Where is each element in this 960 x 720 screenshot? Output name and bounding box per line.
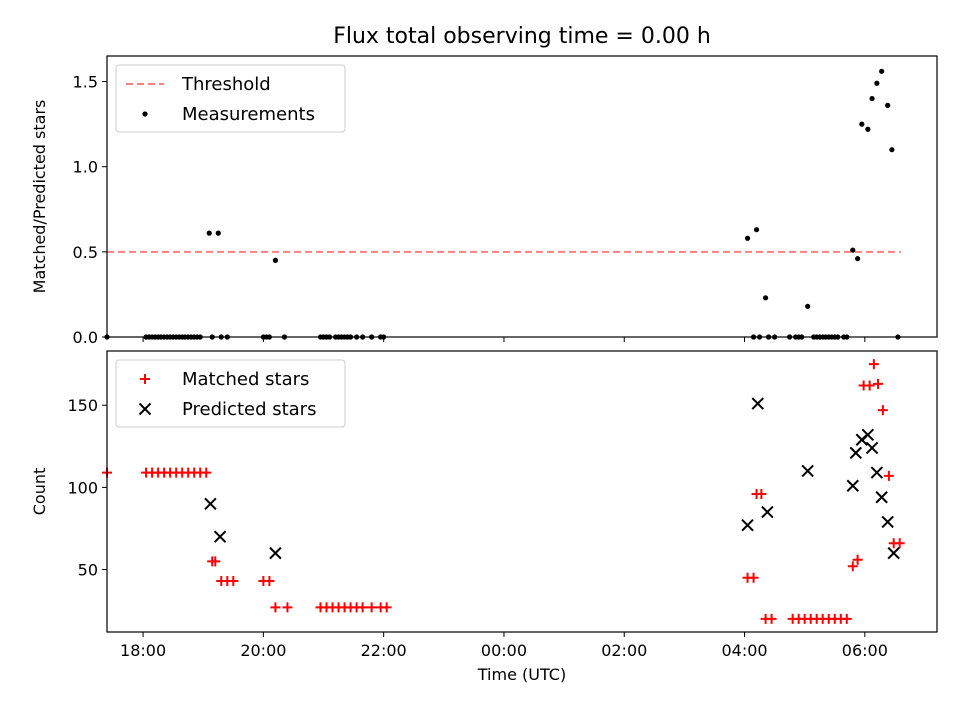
chart-title: Flux total observing time = 0.00 h <box>333 24 711 49</box>
x-tick-label: 18:00 <box>120 641 166 660</box>
matched-star-point <box>264 576 275 587</box>
x-axis-label: Time (UTC) <box>477 665 566 684</box>
matched-star-point <box>847 561 858 572</box>
predicted-star-point <box>204 497 217 511</box>
y-tick-label: 100 <box>67 478 98 497</box>
predicted-star-point <box>751 397 764 410</box>
x-tick-label: 20:00 <box>240 641 286 660</box>
matched-star-point <box>357 602 368 613</box>
measurement-point <box>215 230 221 236</box>
predicted-star-point <box>849 446 863 460</box>
measurement-point <box>762 295 769 301</box>
legend-label: Measurements <box>182 104 315 125</box>
predicted-star-point <box>213 530 227 543</box>
measurement-point <box>272 257 279 263</box>
matched-star-point <box>868 359 879 370</box>
legend-box <box>115 64 346 133</box>
matched-star-point <box>270 602 281 613</box>
legend-measurement-handle <box>142 111 148 117</box>
plot-frame <box>106 350 938 633</box>
y-tick-label: 0.5 <box>73 243 98 262</box>
measurement-point <box>865 126 871 132</box>
measurement-point <box>874 80 880 86</box>
predicted-star-point <box>801 464 814 478</box>
y-tick-label: 1.5 <box>73 73 98 92</box>
matched-star-point <box>210 556 221 567</box>
legend-box <box>115 359 346 428</box>
measurement-point <box>859 121 865 127</box>
measurement-point <box>805 303 811 309</box>
matched-star-point <box>228 576 239 587</box>
matched-star-point <box>873 378 884 389</box>
measurement-point <box>879 68 885 74</box>
measurement-point <box>855 256 861 262</box>
matched-star-point <box>894 538 905 549</box>
legend-label: Predicted stars <box>182 399 316 420</box>
measurement-point <box>850 247 856 253</box>
x-tick-label: 06:00 <box>842 641 888 660</box>
predicted-star-point <box>887 546 900 560</box>
measurement-point <box>885 102 891 108</box>
measurement-point <box>753 227 760 233</box>
matched-star-point <box>877 405 888 416</box>
matched-star-point <box>381 602 392 613</box>
predicted-star-point <box>881 515 894 529</box>
legend-predicted-handle <box>138 402 152 416</box>
measurement-point <box>889 147 895 153</box>
predicted-star-point <box>861 428 875 442</box>
matched-star-point <box>366 602 377 613</box>
top-panel: Flux total observing time = 0.00 h 0.0 0.5… <box>30 24 938 347</box>
predicted-star-point <box>865 441 879 455</box>
bottom-panel: 50 100 150 18:00 20:00 22:00 00:00 02:00 04:00 06… <box>30 350 938 684</box>
matched-star-point <box>201 467 212 478</box>
measurement-point <box>869 95 875 102</box>
legend-matched-handle <box>140 374 150 384</box>
x-tick-label: 04:00 <box>721 641 767 660</box>
matched-star-point <box>748 572 759 583</box>
measurement-point <box>744 235 751 241</box>
x-tick-label: 02:00 <box>601 641 647 660</box>
matched-star-point <box>883 470 894 481</box>
x-tick-label: 00:00 <box>481 641 527 660</box>
matched-star-point <box>766 613 777 624</box>
plot-frame <box>106 55 938 338</box>
y-tick-label: 50 <box>78 561 98 580</box>
y-tick-label: 1.0 <box>73 158 98 177</box>
legend-label: Threshold <box>181 74 271 95</box>
matched-star-point <box>282 602 293 613</box>
matched-star-point <box>852 554 863 565</box>
predicted-star-point <box>846 479 860 492</box>
predicted-star-point <box>875 491 888 504</box>
predicted-star-point <box>269 546 282 560</box>
predicted-star-point <box>741 518 754 532</box>
y-axis-label: Count <box>30 468 49 516</box>
y-tick-label: 0.0 <box>73 328 98 347</box>
x-tick-label: 22:00 <box>361 641 407 660</box>
legend-label: Matched stars <box>182 369 309 390</box>
measurement-point <box>206 230 212 236</box>
predicted-star-point <box>870 466 884 479</box>
y-tick-label: 150 <box>67 396 98 415</box>
y-axis-label: Matched/Predicted stars <box>30 100 49 294</box>
matched-star-point <box>841 613 852 624</box>
predicted-star-point <box>761 505 774 519</box>
matched-star-point <box>864 380 875 391</box>
matched-star-point <box>756 488 767 499</box>
